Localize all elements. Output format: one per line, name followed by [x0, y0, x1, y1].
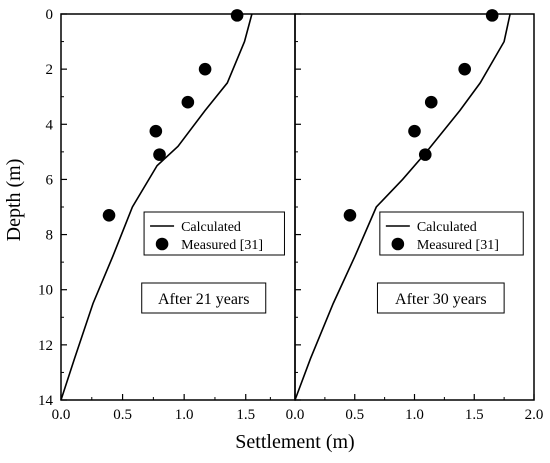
- measured-point: [198, 62, 212, 76]
- measured-point: [102, 208, 116, 222]
- measured-point: [153, 148, 166, 161]
- x-tick-label: 2.0: [525, 407, 544, 423]
- legend: Calculated Measured [31]: [379, 211, 524, 256]
- measured-point: [149, 124, 163, 138]
- x-tick-label: 1.0: [405, 407, 424, 423]
- y-axis-title: Depth (m): [3, 159, 25, 242]
- x-tick-label: 1.5: [236, 407, 255, 423]
- measured-point: [458, 62, 471, 76]
- panel-frame: [60, 13, 296, 401]
- measured-point: [424, 95, 438, 109]
- y-tick-label: 14: [38, 393, 54, 409]
- measured-point: [230, 9, 244, 22]
- legend-box: [379, 211, 524, 256]
- calculated-curve: [294, 13, 511, 401]
- y-tick-label: 12: [38, 338, 53, 354]
- legend: Calculated Measured [31]: [143, 211, 285, 256]
- panel-2: 0.0 0.5 1.0 1.5 2.0 Calculated Measured [31] Af…: [286, 9, 544, 423]
- y-tick-label: 6: [46, 172, 54, 188]
- measured-point: [418, 148, 432, 161]
- measured-point: [181, 95, 195, 109]
- y-tick-label: 2: [46, 62, 54, 78]
- legend-label-measured: Measured [31]: [181, 238, 263, 253]
- x-tick-label: 0.5: [345, 407, 364, 423]
- y-tick-label: 10: [38, 283, 53, 299]
- x-tick-label: 0.0: [52, 407, 71, 423]
- legend-label-calculated: Calculated: [417, 220, 477, 235]
- legend-label-calculated: Calculated: [181, 220, 241, 235]
- x-tick-label: 1.0: [175, 407, 194, 423]
- x-axis-title: Settlement (m): [235, 431, 354, 453]
- legend-box: [143, 211, 285, 256]
- legend-marker-swatch: [391, 237, 405, 251]
- measured-point: [408, 124, 421, 138]
- measured-point: [485, 9, 499, 22]
- annotation: After 30 years: [376, 282, 505, 314]
- legend-marker-swatch: [155, 237, 169, 251]
- x-tick-label: 1.5: [465, 407, 484, 423]
- annotation-box: [141, 282, 267, 314]
- panel-1: 0.0 0.5 1.0 1.5 0 2 4 6 8 10 12 14 Calculated Measure…: [38, 7, 296, 423]
- panel-frame: [294, 13, 535, 401]
- x-tick-label: 0.0: [286, 407, 305, 423]
- annotation-box: [376, 282, 505, 314]
- measured-point: [343, 208, 357, 222]
- legend-label-measured: Measured [31]: [417, 238, 499, 253]
- annotation-text: After 21 years: [158, 291, 250, 308]
- y-tick-label: 4: [46, 117, 54, 133]
- annotation-text: After 30 years: [395, 291, 487, 308]
- calculated-curve: [60, 13, 253, 401]
- x-tick-label: 0.5: [113, 407, 132, 423]
- y-tick-label: 8: [46, 228, 54, 244]
- panels-layer: 0.0 0.5 1.0 1.5 0 2 4 6 8 10 12 14 Calculated Measure…: [38, 7, 543, 423]
- annotation: After 21 years: [141, 282, 267, 314]
- y-tick-label: 0: [46, 7, 54, 23]
